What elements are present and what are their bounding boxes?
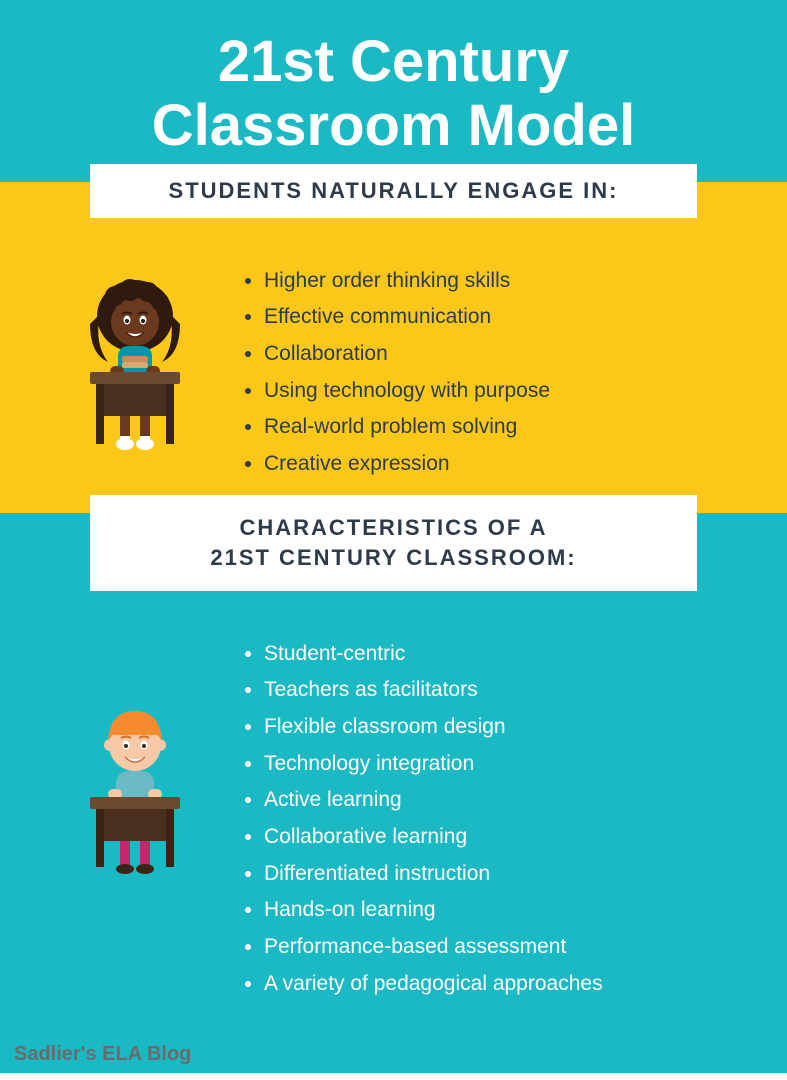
section-1-content: Higher order thinking skills Effective c… bbox=[40, 264, 747, 484]
list-item: Collaboration bbox=[264, 337, 550, 372]
student-girl-illustration bbox=[60, 274, 210, 459]
list-item: Creative expression bbox=[264, 447, 550, 482]
list-item: Active learning bbox=[264, 783, 603, 818]
list-item: Collaborative learning bbox=[264, 820, 603, 855]
section-1-list: Higher order thinking skills Effective c… bbox=[240, 264, 550, 484]
list-item: Student-centric bbox=[264, 637, 603, 672]
list-item: Flexible classroom design bbox=[264, 710, 603, 745]
title-line-1: 21st Century bbox=[218, 29, 569, 94]
list-item: Effective communication bbox=[264, 300, 550, 335]
footer-attribution: Sadlier's ELA Blog bbox=[14, 1043, 191, 1066]
section-1-heading: STUDENTS NATURALLY ENGAGE IN: bbox=[90, 164, 697, 218]
list-item: Differentiated instruction bbox=[264, 857, 603, 892]
section-2-heading: CHARACTERISTICS OF A 21ST CENTURY CLASSR… bbox=[90, 495, 697, 590]
title-band: 21st Century Classroom Model bbox=[0, 0, 787, 182]
page-title: 21st Century Classroom Model bbox=[40, 30, 747, 158]
section-1: STUDENTS NATURALLY ENGAGE IN: bbox=[0, 182, 787, 514]
section-2-heading-line-2: 21ST CENTURY CLASSROOM: bbox=[210, 545, 576, 570]
section-2-heading-line-1: CHARACTERISTICS OF A bbox=[239, 515, 547, 540]
list-item: Hands-on learning bbox=[264, 893, 603, 928]
title-line-2: Classroom Model bbox=[152, 93, 635, 158]
section-2-list: Student-centric Teachers as facilitators… bbox=[240, 637, 603, 1003]
list-item: Technology integration bbox=[264, 747, 603, 782]
student-boy-illustration bbox=[60, 697, 210, 882]
section-2-content: Student-centric Teachers as facilitators… bbox=[40, 637, 747, 1003]
list-item: A variety of pedagogical approaches bbox=[264, 967, 603, 1002]
infographic-page: 21st Century Classroom Model STUDENTS NA… bbox=[0, 0, 787, 1080]
list-item: Higher order thinking skills bbox=[264, 264, 550, 299]
list-item: Using technology with purpose bbox=[264, 374, 550, 409]
list-item: Performance-based assessment bbox=[264, 930, 603, 965]
list-item: Real-world problem solving bbox=[264, 410, 550, 445]
list-item: Teachers as facilitators bbox=[264, 673, 603, 708]
section-2: CHARACTERISTICS OF A 21ST CENTURY CLASSR… bbox=[0, 513, 787, 1073]
